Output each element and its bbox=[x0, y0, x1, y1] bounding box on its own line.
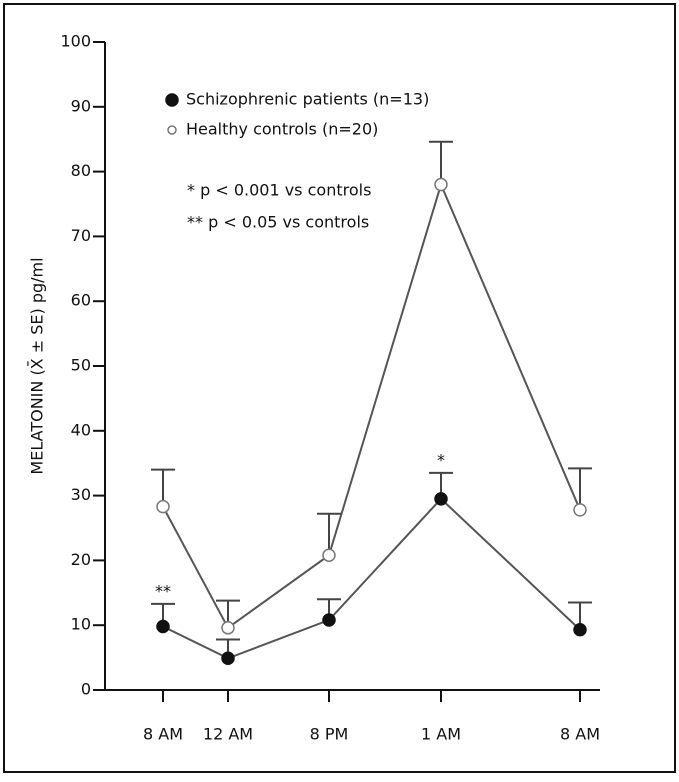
note: ** p < 0.05 vs controls bbox=[187, 213, 369, 232]
significance-label: * bbox=[437, 450, 445, 469]
y-tick-label: 20 bbox=[71, 550, 91, 569]
y-tick-label: 80 bbox=[71, 161, 91, 180]
marker bbox=[221, 651, 235, 665]
marker bbox=[573, 622, 587, 637]
marker bbox=[573, 503, 587, 517]
significance-label: ** bbox=[155, 581, 171, 600]
y-tick-label: 30 bbox=[71, 485, 91, 504]
legend-marker bbox=[167, 125, 177, 135]
y-tick-label: 70 bbox=[71, 226, 91, 245]
error-bar bbox=[429, 140, 453, 185]
marker bbox=[434, 177, 448, 192]
y-tick-label: 0 bbox=[81, 680, 91, 699]
error-bar bbox=[568, 467, 592, 510]
marker bbox=[156, 619, 170, 634]
y-tick-label: 100 bbox=[60, 32, 91, 51]
y-tick-label: 50 bbox=[71, 356, 91, 375]
frame bbox=[3, 3, 676, 773]
legend-label: Healthy controls (n=20) bbox=[186, 120, 378, 139]
marker bbox=[221, 621, 235, 635]
note: * p < 0.001 vs controls bbox=[187, 181, 371, 200]
y-tick-label: 10 bbox=[71, 615, 91, 634]
x-tick-label: 8 AM bbox=[143, 725, 183, 744]
y-tick-label: 40 bbox=[71, 420, 91, 439]
x-tick-label: 12 AM bbox=[203, 725, 253, 744]
x-tick-label: 8 AM bbox=[560, 725, 600, 744]
x-tick-label: 1 AM bbox=[421, 725, 461, 744]
marker bbox=[156, 499, 170, 514]
marker bbox=[322, 613, 336, 627]
legend-label: Schizophrenic patients (n=13) bbox=[186, 90, 429, 109]
y-axis-label: MELATONIN (X̄ ± SE) pg/ml bbox=[28, 257, 47, 474]
y-tick-label: 90 bbox=[71, 96, 91, 115]
marker bbox=[322, 548, 336, 562]
legend-marker bbox=[165, 93, 179, 107]
marker bbox=[434, 492, 448, 506]
error-bar bbox=[317, 512, 341, 556]
x-tick-label: 8 PM bbox=[310, 725, 349, 744]
y-tick-label: 60 bbox=[71, 291, 91, 310]
